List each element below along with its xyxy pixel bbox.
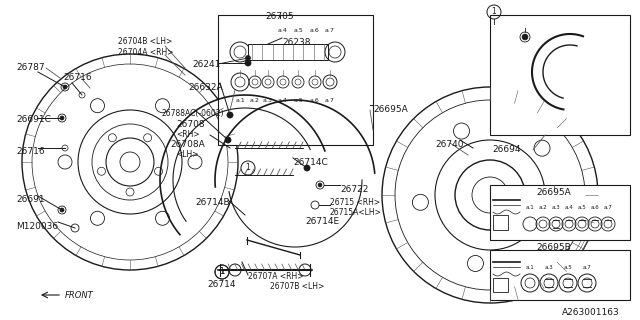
Circle shape xyxy=(318,183,322,187)
Text: 26714: 26714 xyxy=(207,280,236,289)
Circle shape xyxy=(304,165,310,171)
Text: 1: 1 xyxy=(246,164,250,172)
Text: 26704B <LH>: 26704B <LH> xyxy=(118,37,172,46)
Circle shape xyxy=(63,85,67,89)
Text: a.2: a.2 xyxy=(250,98,260,103)
Text: 26787: 26787 xyxy=(16,63,45,72)
Bar xyxy=(218,15,373,145)
Text: a.4: a.4 xyxy=(278,98,288,103)
Text: 26716: 26716 xyxy=(16,147,45,156)
Bar xyxy=(248,44,328,60)
Text: a.1: a.1 xyxy=(525,265,534,270)
Text: a.4: a.4 xyxy=(278,28,288,33)
Text: a.7: a.7 xyxy=(325,98,335,103)
Text: a.3: a.3 xyxy=(263,98,273,103)
Text: 26740: 26740 xyxy=(435,140,463,149)
Text: a.5: a.5 xyxy=(293,28,303,33)
Text: a.4: a.4 xyxy=(564,205,573,210)
Text: 26714C: 26714C xyxy=(293,158,328,167)
Text: a.6: a.6 xyxy=(591,205,600,210)
Text: a.1: a.1 xyxy=(525,205,534,210)
Text: <RH>: <RH> xyxy=(176,130,200,139)
Text: 26238: 26238 xyxy=(282,38,310,47)
Text: 26695B: 26695B xyxy=(536,243,572,252)
Text: 1: 1 xyxy=(220,268,225,276)
Text: FRONT: FRONT xyxy=(65,291,93,300)
Circle shape xyxy=(522,34,528,40)
Circle shape xyxy=(245,60,251,66)
Circle shape xyxy=(225,137,231,143)
Text: 26708A: 26708A xyxy=(170,140,205,149)
Text: M120036: M120036 xyxy=(16,222,58,231)
Text: a.6: a.6 xyxy=(310,98,320,103)
Text: a.1: a.1 xyxy=(235,98,245,103)
Text: 26241: 26241 xyxy=(192,60,220,69)
Text: 26714B: 26714B xyxy=(195,198,230,207)
Text: 26695A: 26695A xyxy=(373,105,408,114)
Text: 26714E: 26714E xyxy=(305,217,339,226)
Text: 26707B <LH>: 26707B <LH> xyxy=(270,282,324,291)
Text: a.3: a.3 xyxy=(545,265,554,270)
Text: 26632A: 26632A xyxy=(188,83,223,92)
Bar xyxy=(493,215,508,230)
Text: a.5: a.5 xyxy=(293,98,303,103)
Text: A263001163: A263001163 xyxy=(563,308,620,317)
Bar xyxy=(490,250,630,300)
Text: 26691C: 26691C xyxy=(16,115,51,124)
Text: 26704A <RH>: 26704A <RH> xyxy=(118,48,173,57)
Bar xyxy=(493,278,508,292)
Text: 26788AC(-0602): 26788AC(-0602) xyxy=(162,109,225,118)
Text: a.7: a.7 xyxy=(582,265,591,270)
Text: a.7: a.7 xyxy=(604,205,612,210)
Text: 26708: 26708 xyxy=(176,120,205,129)
Text: 26715A<LH>: 26715A<LH> xyxy=(330,208,382,217)
Bar xyxy=(490,15,630,135)
Text: a.5: a.5 xyxy=(564,265,572,270)
Text: a.2: a.2 xyxy=(539,205,547,210)
Text: 26722: 26722 xyxy=(340,185,369,194)
Text: a.7: a.7 xyxy=(325,28,335,33)
Text: 26705: 26705 xyxy=(266,12,294,21)
Circle shape xyxy=(60,208,64,212)
Text: 26691: 26691 xyxy=(16,195,45,204)
Text: 1: 1 xyxy=(492,7,497,17)
Text: 26715 <RH>: 26715 <RH> xyxy=(330,198,380,207)
Bar xyxy=(490,185,630,240)
Text: 26695A: 26695A xyxy=(536,188,572,197)
Text: 26694: 26694 xyxy=(492,145,520,154)
Circle shape xyxy=(227,112,233,118)
Circle shape xyxy=(246,55,250,60)
Circle shape xyxy=(60,116,64,120)
Text: <LH>: <LH> xyxy=(176,150,198,159)
Text: 26707A <RH>: 26707A <RH> xyxy=(248,272,303,281)
Text: a.3: a.3 xyxy=(552,205,561,210)
Text: a.5: a.5 xyxy=(578,205,586,210)
Text: 1: 1 xyxy=(220,269,224,275)
Text: 26716: 26716 xyxy=(63,73,92,82)
Text: a.6: a.6 xyxy=(310,28,320,33)
